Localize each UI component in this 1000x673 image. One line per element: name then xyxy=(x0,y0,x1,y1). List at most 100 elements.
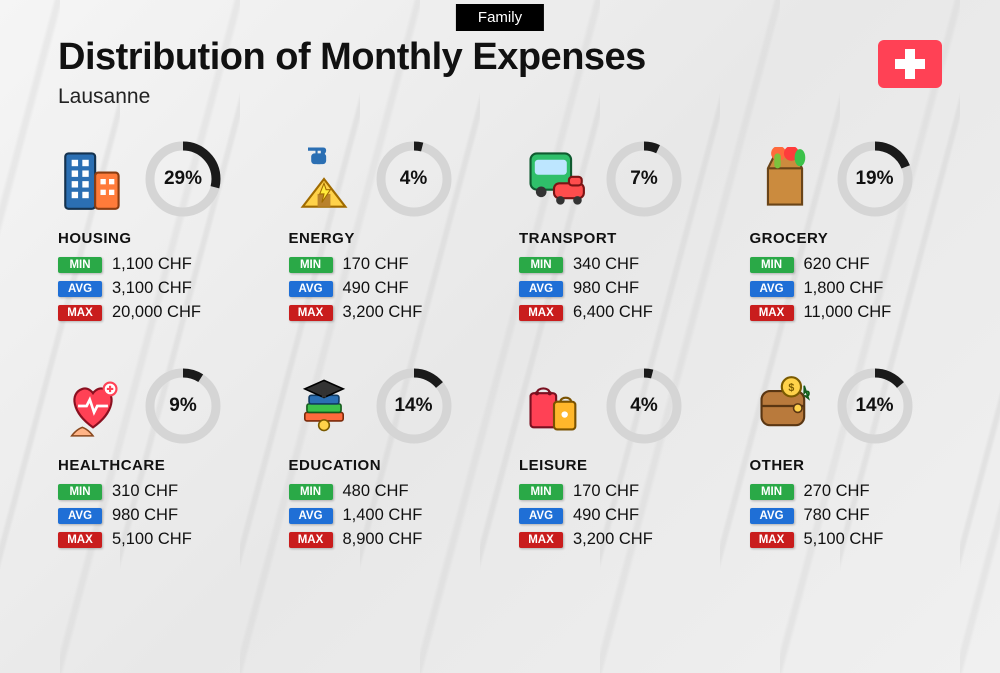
other-icon xyxy=(750,371,820,441)
min-row: MIN 340 CHF xyxy=(519,255,720,274)
category-name: ENERGY xyxy=(289,230,490,247)
avg-tag: AVG xyxy=(58,281,102,297)
avg-row: AVG 3,100 CHF xyxy=(58,279,259,298)
percent-donut: 29% xyxy=(144,140,222,218)
min-row: MIN 480 CHF xyxy=(289,482,490,501)
min-value: 270 CHF xyxy=(804,482,870,501)
percent-label: 29% xyxy=(144,140,222,218)
page-title: Distribution of Monthly Expenses xyxy=(58,36,646,79)
avg-value: 780 CHF xyxy=(804,506,870,525)
energy-icon xyxy=(289,144,359,214)
min-row: MIN 170 CHF xyxy=(289,255,490,274)
percent-label: 7% xyxy=(605,140,683,218)
min-tag: MIN xyxy=(289,484,333,500)
avg-value: 490 CHF xyxy=(343,279,409,298)
avg-tag: AVG xyxy=(519,508,563,524)
max-value: 8,900 CHF xyxy=(343,530,423,549)
max-value: 3,200 CHF xyxy=(573,530,653,549)
min-row: MIN 170 CHF xyxy=(519,482,720,501)
max-row: MAX 6,400 CHF xyxy=(519,303,720,322)
category-name: EDUCATION xyxy=(289,457,490,474)
percent-label: 4% xyxy=(375,140,453,218)
max-value: 5,100 CHF xyxy=(112,530,192,549)
education-icon xyxy=(289,371,359,441)
max-tag: MAX xyxy=(750,305,794,321)
min-value: 170 CHF xyxy=(573,482,639,501)
max-value: 3,200 CHF xyxy=(343,303,423,322)
leisure-icon xyxy=(519,371,589,441)
avg-row: AVG 780 CHF xyxy=(750,506,951,525)
min-tag: MIN xyxy=(289,257,333,273)
avg-tag: AVG xyxy=(750,281,794,297)
min-row: MIN 270 CHF xyxy=(750,482,951,501)
percent-label: 19% xyxy=(836,140,914,218)
category-card-housing: 29% HOUSING MIN 1,100 CHF AVG 3,100 CHF … xyxy=(58,140,259,327)
category-name: GROCERY xyxy=(750,230,951,247)
context-badge: Family xyxy=(456,4,544,31)
avg-tag: AVG xyxy=(58,508,102,524)
category-name: HOUSING xyxy=(58,230,259,247)
percent-donut: 7% xyxy=(605,140,683,218)
avg-tag: AVG xyxy=(750,508,794,524)
percent-donut: 19% xyxy=(836,140,914,218)
healthcare-icon xyxy=(58,371,128,441)
category-card-grocery: 19% GROCERY MIN 620 CHF AVG 1,800 CHF MA… xyxy=(750,140,951,327)
max-tag: MAX xyxy=(58,532,102,548)
avg-row: AVG 490 CHF xyxy=(289,279,490,298)
max-tag: MAX xyxy=(519,305,563,321)
min-tag: MIN xyxy=(58,484,102,500)
max-row: MAX 5,100 CHF xyxy=(58,530,259,549)
min-value: 480 CHF xyxy=(343,482,409,501)
category-card-education: 14% EDUCATION MIN 480 CHF AVG 1,400 CHF … xyxy=(289,367,490,554)
percent-label: 14% xyxy=(375,367,453,445)
percent-donut: 9% xyxy=(144,367,222,445)
max-row: MAX 11,000 CHF xyxy=(750,303,951,322)
avg-value: 3,100 CHF xyxy=(112,279,192,298)
category-card-healthcare: 9% HEALTHCARE MIN 310 CHF AVG 980 CHF MA… xyxy=(58,367,259,554)
percent-donut: 4% xyxy=(605,367,683,445)
category-name: HEALTHCARE xyxy=(58,457,259,474)
grocery-icon xyxy=(750,144,820,214)
min-row: MIN 310 CHF xyxy=(58,482,259,501)
min-value: 340 CHF xyxy=(573,255,639,274)
category-card-leisure: 4% LEISURE MIN 170 CHF AVG 490 CHF MAX 3… xyxy=(519,367,720,554)
min-value: 310 CHF xyxy=(112,482,178,501)
min-row: MIN 620 CHF xyxy=(750,255,951,274)
max-value: 6,400 CHF xyxy=(573,303,653,322)
avg-value: 1,800 CHF xyxy=(804,279,884,298)
max-row: MAX 3,200 CHF xyxy=(289,303,490,322)
max-value: 5,100 CHF xyxy=(804,530,884,549)
category-name: LEISURE xyxy=(519,457,720,474)
min-tag: MIN xyxy=(58,257,102,273)
category-card-transport: 7% TRANSPORT MIN 340 CHF AVG 980 CHF MAX… xyxy=(519,140,720,327)
min-value: 620 CHF xyxy=(804,255,870,274)
max-value: 11,000 CHF xyxy=(804,303,892,322)
max-row: MAX 3,200 CHF xyxy=(519,530,720,549)
categories-grid: 29% HOUSING MIN 1,100 CHF AVG 3,100 CHF … xyxy=(58,140,950,554)
percent-label: 14% xyxy=(836,367,914,445)
percent-label: 4% xyxy=(605,367,683,445)
page-subtitle: Lausanne xyxy=(58,85,646,109)
avg-row: AVG 490 CHF xyxy=(519,506,720,525)
min-row: MIN 1,100 CHF xyxy=(58,255,259,274)
percent-donut: 14% xyxy=(836,367,914,445)
avg-row: AVG 980 CHF xyxy=(58,506,259,525)
avg-row: AVG 1,400 CHF xyxy=(289,506,490,525)
avg-tag: AVG xyxy=(289,508,333,524)
avg-tag: AVG xyxy=(289,281,333,297)
avg-row: AVG 980 CHF xyxy=(519,279,720,298)
avg-row: AVG 1,800 CHF xyxy=(750,279,951,298)
percent-donut: 14% xyxy=(375,367,453,445)
max-tag: MAX xyxy=(519,532,563,548)
housing-icon xyxy=(58,144,128,214)
percent-label: 9% xyxy=(144,367,222,445)
max-row: MAX 5,100 CHF xyxy=(750,530,951,549)
max-tag: MAX xyxy=(289,305,333,321)
max-tag: MAX xyxy=(750,532,794,548)
min-value: 170 CHF xyxy=(343,255,409,274)
avg-value: 490 CHF xyxy=(573,506,639,525)
transport-icon xyxy=(519,144,589,214)
min-tag: MIN xyxy=(750,257,794,273)
category-card-energy: 4% ENERGY MIN 170 CHF AVG 490 CHF MAX 3,… xyxy=(289,140,490,327)
min-tag: MIN xyxy=(519,484,563,500)
